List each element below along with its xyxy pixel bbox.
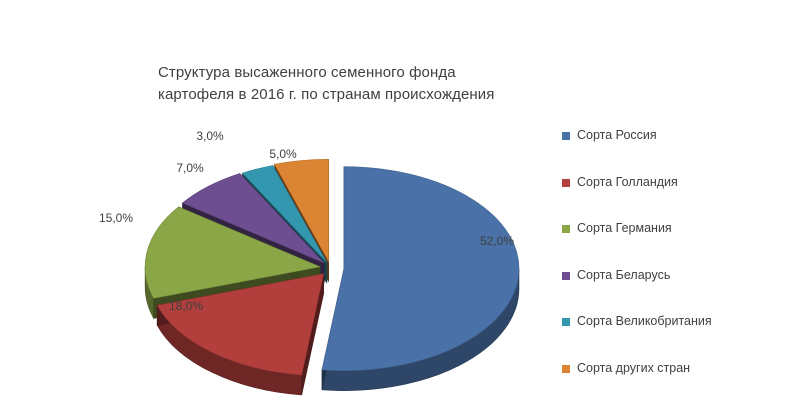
legend-label-2: Сорта Германия	[577, 221, 672, 235]
chart-title-line-2: картофеля в 2016 г. по странам происхожд…	[158, 86, 495, 103]
pie-slice-1	[156, 273, 325, 396]
legend-label-4: Сорта Великобритания	[577, 314, 712, 328]
chart-title-line-1: Структура высаженного семенного фонда	[158, 64, 456, 81]
data-label-4: 3,0%	[196, 129, 224, 143]
legend-swatch-2	[562, 225, 570, 233]
legend-item-4: Сорта Великобритания	[562, 314, 792, 361]
legend-label-0: Сорта Россия	[577, 128, 657, 142]
pie-slice-top-0	[321, 166, 520, 371]
legend-swatch-1	[562, 178, 570, 187]
legend-swatch-0	[562, 132, 570, 140]
legend-label-5: Сорта других стран	[577, 360, 691, 375]
data-label-2: 15,0%	[99, 211, 133, 225]
pie-slice-top-2	[144, 206, 322, 299]
legend-label-3: Сорта Беларусь	[577, 267, 671, 282]
pie-slice-top-4	[241, 165, 328, 263]
chart-legend: Сорта Россия Сорта Голландия Сорта Германи…	[562, 128, 792, 407]
legend-label-1: Сорта Голландия	[577, 174, 678, 189]
legend-item-1: Сорта Голландия	[562, 175, 792, 222]
data-label-0: 52,0%	[480, 234, 514, 248]
pie-slice-top-5	[274, 159, 329, 263]
pie-slice-top-1	[156, 273, 325, 376]
legend-swatch-3	[562, 271, 570, 280]
pie-slice-top-3	[181, 173, 325, 264]
data-label-1: 18,0%	[169, 299, 203, 313]
data-label-3: 7,0%	[176, 161, 204, 175]
pie-slice-0	[321, 166, 520, 391]
legend-item-2: Сорта Германия	[562, 221, 792, 268]
legend-swatch-5	[562, 364, 570, 373]
legend-item-5: Сорта других стран	[562, 361, 792, 408]
legend-item-0: Сорта Россия	[562, 128, 792, 175]
legend-item-3: Сорта Беларусь	[562, 268, 792, 315]
legend-swatch-4	[562, 318, 570, 326]
data-label-5: 5,0%	[269, 147, 297, 161]
